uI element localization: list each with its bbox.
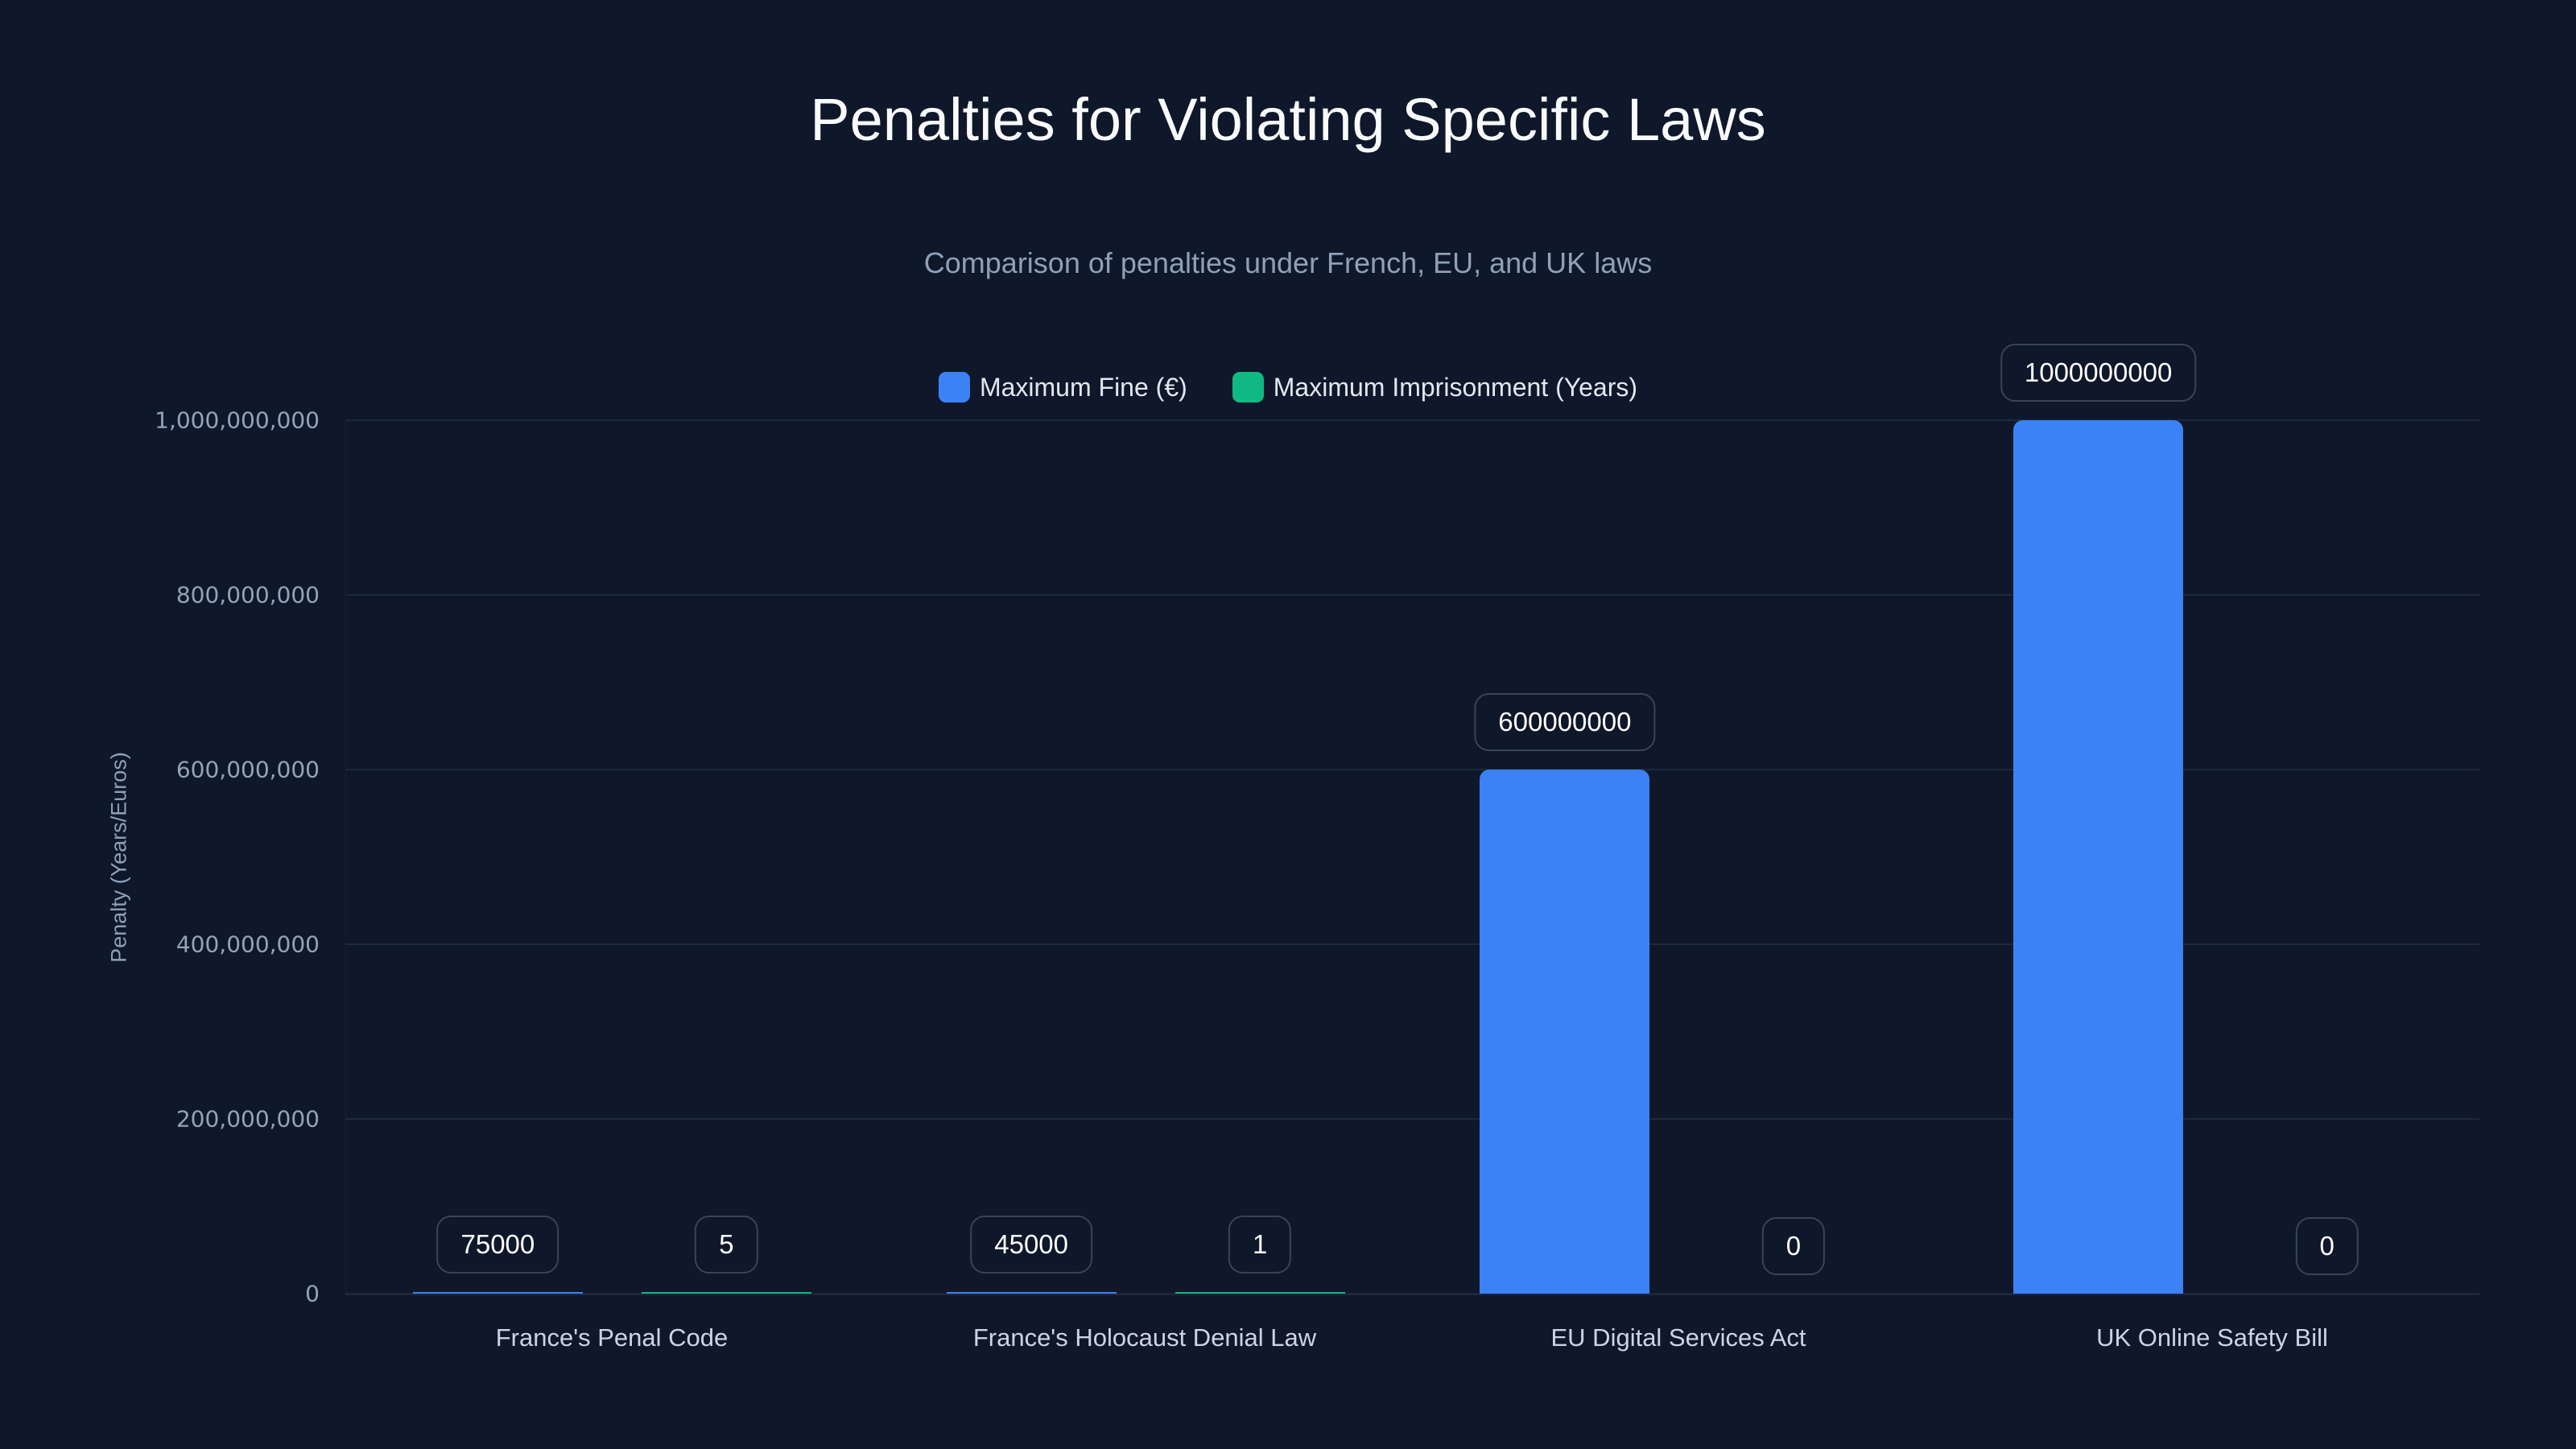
y-axis-title: Penalty (Years/Euros) [106, 752, 131, 963]
data-label: 0 [1761, 1217, 1826, 1275]
y-tick-label: 600,000,000 [175, 756, 320, 783]
data-label: 45000 [970, 1216, 1093, 1274]
y-tick-label: 1,000,000,000 [155, 407, 320, 434]
bar-imprisonment[interactable] [1174, 1292, 1345, 1294]
chart-title: Penalties for Violating Specific Laws [810, 86, 1766, 153]
bar-fine[interactable] [2013, 420, 2184, 1294]
data-label: 1 [1228, 1216, 1292, 1274]
bar-fine[interactable] [1480, 770, 1650, 1294]
data-label: 1000000000 [2000, 344, 2197, 402]
legend: Maximum Fine (€) Maximum Imprisonment (Y… [0, 372, 2576, 402]
gridline [345, 419, 2479, 421]
y-tick-label: 200,000,000 [175, 1105, 320, 1133]
data-label: 0 [2295, 1217, 2359, 1275]
chart-subtitle: Comparison of penalties under French, EU… [923, 246, 1653, 279]
bar-fine[interactable] [946, 1292, 1117, 1294]
gridline [345, 594, 2479, 596]
x-tick-label: EU Digital Services Act [1550, 1323, 1806, 1352]
data-label: 600000000 [1474, 693, 1656, 751]
plot-left-border [345, 420, 346, 1294]
x-tick-label: France's Holocaust Denial Law [972, 1323, 1317, 1352]
legend-item-maximum-imprisonment[interactable]: Maximum Imprisonment (Years) [1232, 372, 1637, 402]
x-tick-label: France's Penal Code [495, 1323, 729, 1352]
gridline [345, 1118, 2479, 1120]
legend-item-maximum-fine[interactable]: Maximum Fine (€) [938, 372, 1187, 402]
bar-fine[interactable] [412, 1292, 583, 1294]
bar-imprisonment[interactable] [641, 1292, 811, 1294]
data-label: 75000 [436, 1216, 559, 1274]
y-tick-label: 400,000,000 [175, 931, 320, 958]
y-tick-label: 800,000,000 [175, 581, 320, 609]
data-label: 5 [695, 1216, 758, 1274]
legend-swatch-green-icon [1232, 372, 1264, 402]
y-tick-label: 0 [305, 1280, 320, 1307]
legend-label: Maximum Imprisonment (Years) [1273, 373, 1638, 402]
x-tick-label: UK Online Safety Bill [2096, 1323, 2328, 1352]
gridline [345, 769, 2479, 770]
gridline [345, 943, 2479, 945]
x-axis-baseline [345, 1293, 2479, 1295]
legend-label: Maximum Fine (€) [979, 373, 1187, 402]
legend-swatch-blue-icon [938, 372, 970, 402]
